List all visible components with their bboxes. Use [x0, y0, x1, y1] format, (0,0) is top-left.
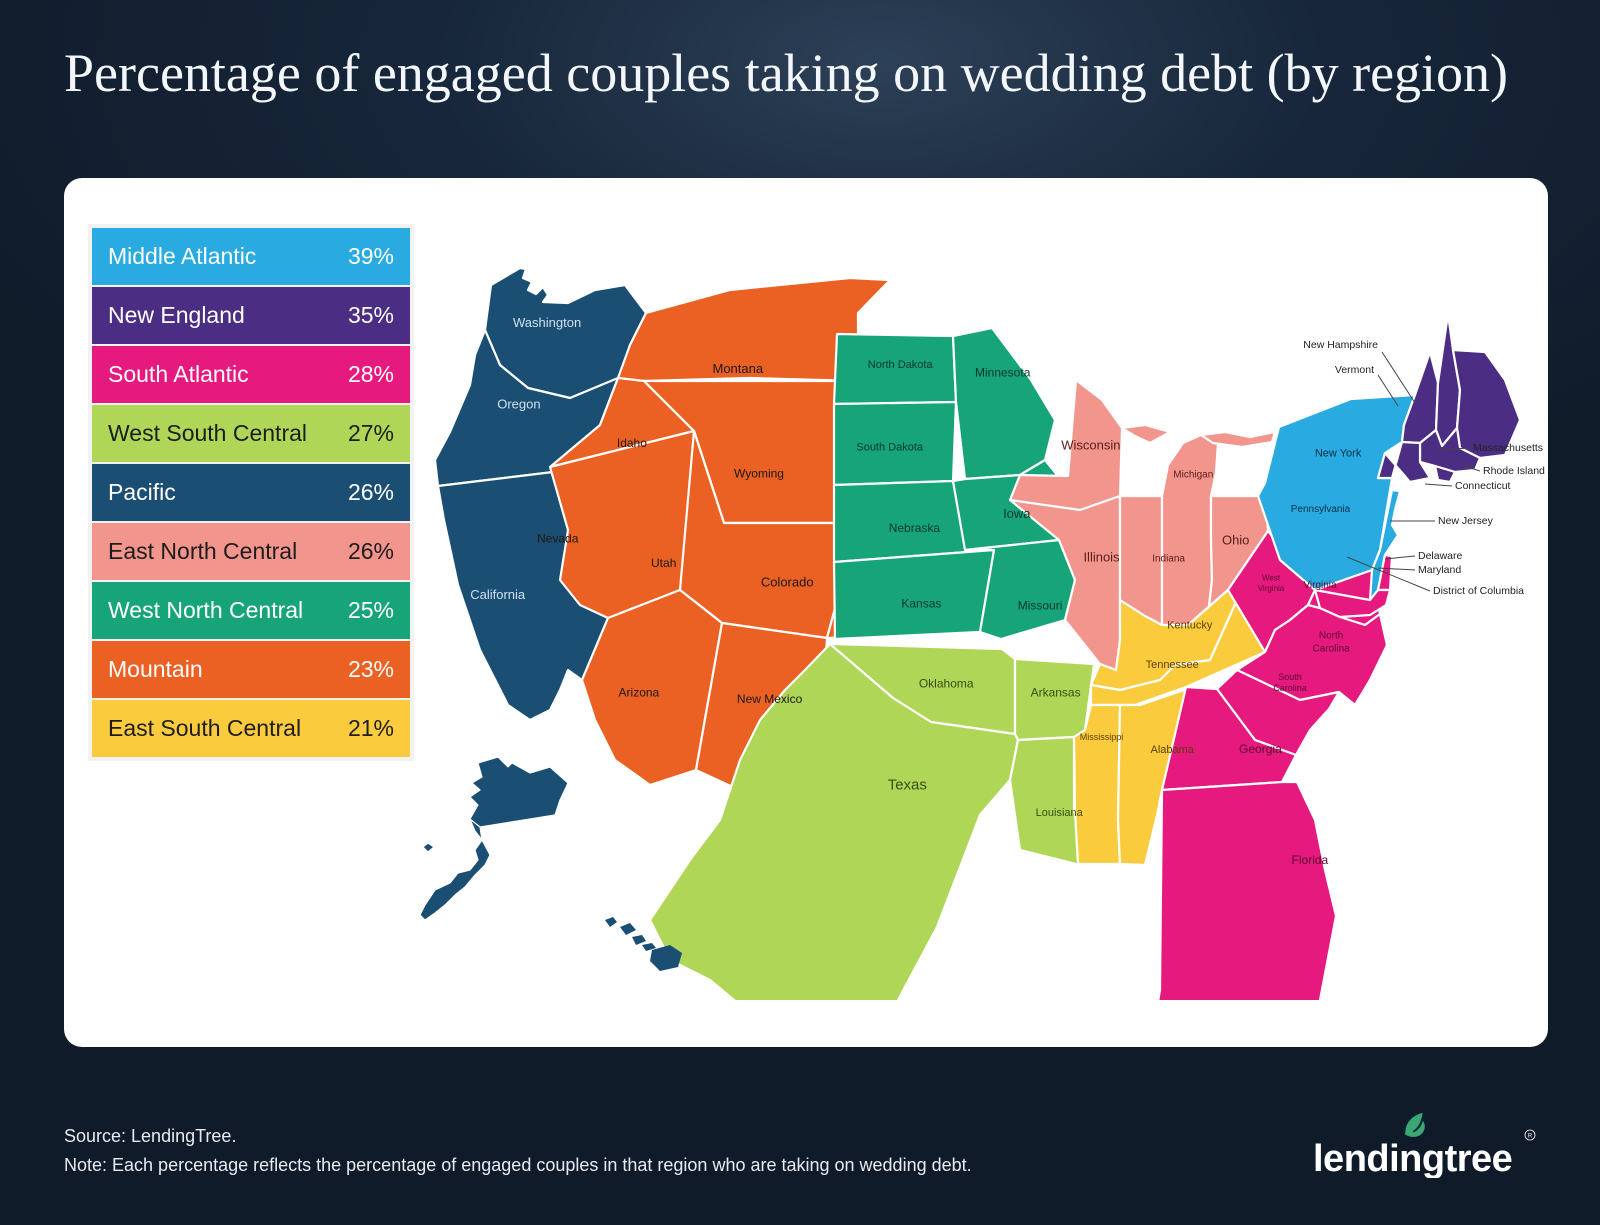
svg-text:Maryland: Maryland [1418, 564, 1461, 576]
svg-text:Kentucky: Kentucky [1167, 620, 1213, 632]
svg-text:Wisconsin: Wisconsin [1061, 437, 1120, 452]
svg-text:Florida: Florida [1292, 853, 1329, 867]
svg-text:Montana: Montana [713, 361, 764, 376]
svg-text:Illinois: Illinois [1083, 550, 1120, 565]
svg-text:Idaho: Idaho [617, 436, 647, 450]
svg-text:Oklahoma: Oklahoma [919, 676, 974, 690]
svg-text:Mississippi: Mississippi [1080, 732, 1124, 742]
svg-text:lendingtree: lendingtree [1313, 1138, 1512, 1178]
svg-text:Alabama: Alabama [1150, 744, 1194, 756]
svg-text:Arizona: Arizona [619, 686, 660, 700]
svg-text:Virginia: Virginia [1258, 584, 1285, 593]
svg-text:South Dakota: South Dakota [856, 442, 924, 454]
svg-text:R: R [1528, 1134, 1533, 1140]
svg-text:New Mexico: New Mexico [737, 692, 803, 706]
svg-text:Rhode Island: Rhode Island [1483, 465, 1545, 477]
svg-text:Connecticut: Connecticut [1455, 480, 1511, 492]
svg-text:New York: New York [1315, 447, 1362, 459]
svg-text:Virginia: Virginia [1303, 580, 1337, 591]
svg-text:Pennsylvania: Pennsylvania [1291, 504, 1351, 515]
svg-text:Washington: Washington [513, 315, 581, 330]
svg-text:North Dakota: North Dakota [868, 359, 934, 371]
svg-text:Carolina: Carolina [1273, 683, 1307, 693]
svg-text:Louisiana: Louisiana [1036, 807, 1084, 819]
svg-text:Tennessee: Tennessee [1146, 659, 1199, 671]
svg-text:North: North [1319, 631, 1343, 642]
svg-text:Arkansas: Arkansas [1031, 686, 1081, 700]
svg-text:Vermont: Vermont [1335, 364, 1374, 376]
svg-text:Utah: Utah [651, 556, 676, 570]
svg-text:Indiana: Indiana [1152, 554, 1185, 565]
svg-text:District of Columbia: District of Columbia [1433, 585, 1524, 597]
svg-text:Michigan: Michigan [1173, 470, 1213, 481]
svg-text:Iowa: Iowa [1003, 506, 1031, 521]
svg-text:California: California [470, 587, 526, 602]
svg-text:Massachusetts: Massachusetts [1473, 442, 1543, 454]
svg-text:Ohio: Ohio [1222, 533, 1249, 548]
svg-text:Carolina: Carolina [1312, 644, 1350, 655]
svg-text:Nebraska: Nebraska [889, 521, 941, 535]
svg-text:Texas: Texas [888, 777, 927, 794]
svg-text:Missouri: Missouri [1018, 599, 1063, 613]
svg-text:South: South [1278, 672, 1302, 682]
svg-text:New Jersey: New Jersey [1438, 515, 1494, 527]
svg-text:West: West [1262, 574, 1281, 583]
svg-text:Nevada: Nevada [537, 532, 579, 546]
svg-text:Oregon: Oregon [497, 396, 540, 411]
svg-text:Delaware: Delaware [1418, 550, 1463, 562]
svg-text:Kansas: Kansas [901, 597, 941, 611]
svg-text:Wyoming: Wyoming [734, 467, 784, 481]
svg-text:Colorado: Colorado [761, 574, 814, 589]
svg-text:New Hampshire: New Hampshire [1303, 339, 1378, 351]
svg-text:Minnesota: Minnesota [975, 366, 1031, 380]
svg-text:Georgia: Georgia [1239, 742, 1282, 756]
